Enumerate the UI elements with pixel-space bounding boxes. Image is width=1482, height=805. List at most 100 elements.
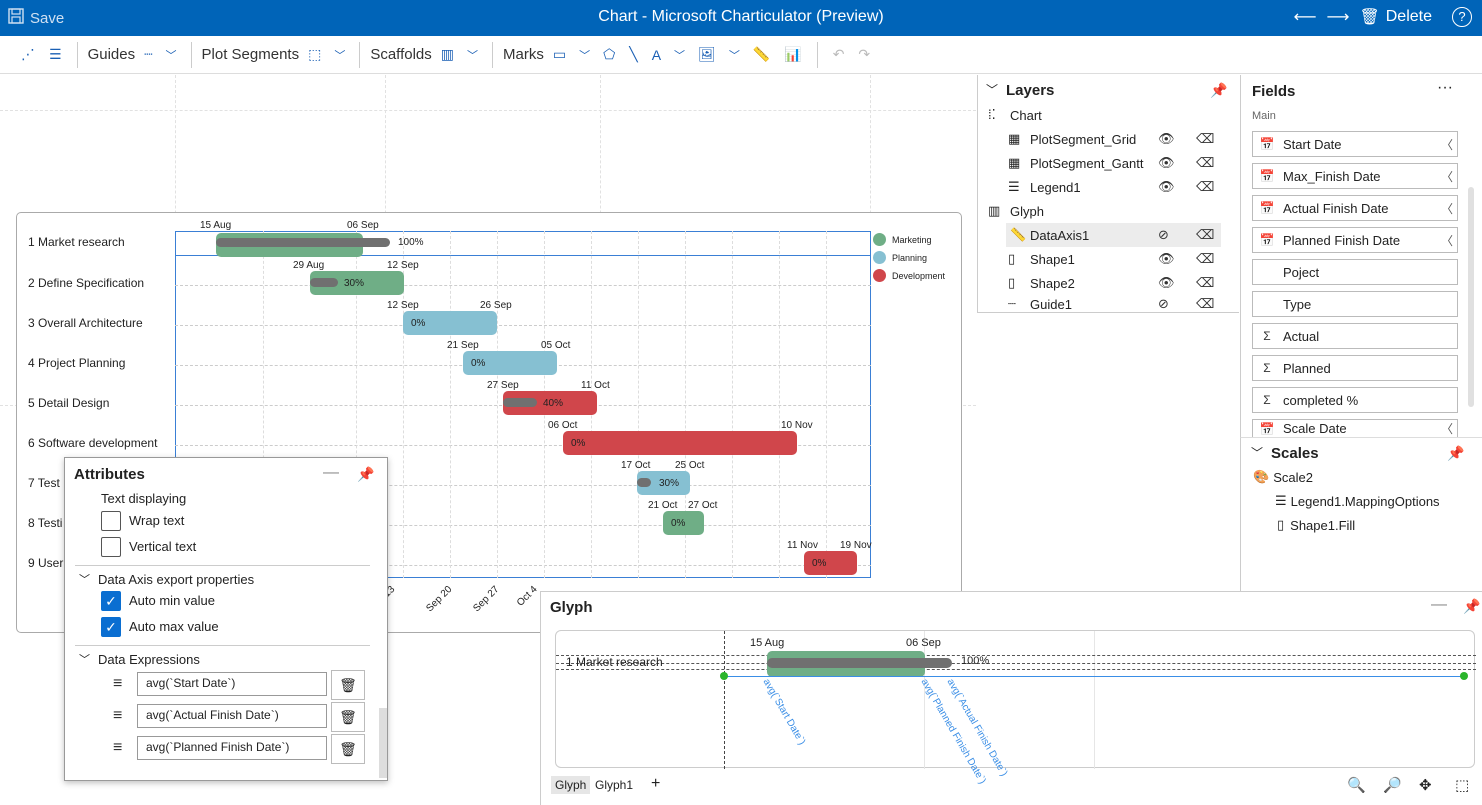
field-poject[interactable]: Poject: [1252, 259, 1458, 285]
zoom-rect-icon[interactable]: ⬚: [1455, 777, 1470, 794]
eraser-icon[interactable]: ⌫: [1196, 275, 1215, 290]
axis-handle[interactable]: [1460, 672, 1468, 680]
gantt-bar[interactable]: 0%: [403, 311, 497, 335]
eye-icon[interactable]: 👁: [1158, 179, 1175, 194]
field-max-finish-date[interactable]: 📅 Max_Finish Date 〈: [1252, 163, 1458, 189]
tab-glyph[interactable]: Glyph: [551, 776, 591, 794]
gantt-bar[interactable]: 0%: [463, 351, 557, 375]
chevron-down-icon[interactable]: ﹀: [334, 49, 346, 62]
field-planned[interactable]: Σ Planned: [1252, 355, 1458, 381]
eye-icon[interactable]: 👁: [1158, 155, 1175, 170]
eye-icon[interactable]: 👁: [1158, 251, 1175, 266]
chevron-down-icon[interactable]: ﹀: [165, 49, 177, 62]
drag-handle-icon[interactable]: ≡: [113, 707, 123, 724]
save-button[interactable]: Save: [8, 8, 64, 28]
eye-icon[interactable]: 👁: [1158, 275, 1175, 290]
chevron-down-icon[interactable]: ﹀: [728, 49, 740, 62]
fit-icon[interactable]: ✥: [1419, 777, 1432, 794]
pin-icon[interactable]: 📌: [1210, 82, 1228, 98]
expression-input[interactable]: avg(`Start Date`): [137, 672, 327, 696]
eraser-icon[interactable]: ⌫: [1196, 155, 1215, 170]
expression-input[interactable]: avg(`Actual Finish Date`): [137, 704, 327, 728]
list-icon[interactable]: ☰: [49, 46, 62, 62]
data-axis-icon[interactable]: 📏: [752, 46, 771, 62]
gantt-bar[interactable]: 0%: [563, 431, 797, 455]
chevron-left-icon[interactable]: 〈: [1440, 233, 1453, 248]
chevron-down-icon[interactable]: ﹀: [674, 49, 686, 62]
glyph-editor[interactable]: 1 Market research 15 Aug 06 Sep 100% avg…: [555, 630, 1476, 786]
scrollbar[interactable]: [379, 708, 387, 778]
delete-expression-button[interactable]: 🗑: [331, 734, 365, 764]
drag-handle-icon[interactable]: ≡: [113, 675, 123, 692]
eraser-icon[interactable]: ⌫: [1196, 131, 1215, 146]
gantt-bar[interactable]: 0%: [663, 511, 704, 535]
layer-item-chart[interactable]: ⁞⁚ Chart: [988, 103, 1233, 127]
scrollbar[interactable]: [1468, 187, 1474, 407]
scaffold-icon[interactable]: ▥: [440, 46, 454, 62]
eraser-icon[interactable]: ⌫: [1196, 227, 1215, 242]
scale-item[interactable]: ☰ Legend1.MappingOptions: [1275, 493, 1440, 509]
layer-item-dataaxis1[interactable]: 📏 DataAxis1 ⊘ ⌫: [1006, 223, 1221, 247]
chevron-left-icon[interactable]: 〈: [1440, 201, 1453, 216]
field-scale-date[interactable]: 📅 Scale Date 〈: [1252, 419, 1458, 437]
expression-input[interactable]: avg(`Planned Finish Date`): [137, 736, 327, 760]
field-planned-finish-date[interactable]: 📅 Planned Finish Date 〈: [1252, 227, 1458, 253]
delete-button[interactable]: 🗑 Delete: [1359, 7, 1432, 27]
zoom-in-icon[interactable]: 🔍: [1347, 777, 1366, 794]
pin-icon[interactable]: 📌: [357, 466, 375, 482]
help-button[interactable]: ?: [1452, 7, 1472, 27]
expressions-section-header[interactable]: ﹀ Data Expressions: [79, 651, 200, 667]
eye-off-icon[interactable]: ⊘: [1158, 227, 1169, 242]
chevron-down-icon[interactable]: ﹀: [467, 49, 478, 62]
nested-chart-icon[interactable]: 📊: [784, 46, 802, 62]
layer-item-legend1[interactable]: ☰ Legend1 👁 ⌫: [1008, 175, 1253, 199]
line-mark-icon[interactable]: ╲: [629, 46, 638, 62]
line-chart-icon[interactable]: ⋰: [21, 46, 35, 62]
image-mark-icon[interactable]: 🖼: [698, 46, 716, 62]
pin-icon[interactable]: 📌: [1447, 445, 1465, 461]
eye-icon[interactable]: 👁: [1158, 131, 1175, 146]
scale-item[interactable]: ▯ Shape1.Fill: [1277, 517, 1355, 533]
field-start-date[interactable]: 📅 Start Date 〈: [1252, 131, 1458, 157]
rect-mark-icon[interactable]: ▭: [552, 46, 567, 62]
layer-item-plotsegment-grid[interactable]: ▦ PlotSegment_Grid 👁 ⌫: [1008, 127, 1253, 151]
guide-icon[interactable]: ┈: [144, 46, 153, 62]
layer-item-plotsegment-gantt[interactable]: ▦ PlotSegment_Gantt 👁 ⌫: [1008, 151, 1253, 175]
field-type[interactable]: Type: [1252, 291, 1458, 317]
drag-handle-icon[interactable]: ≡: [113, 739, 123, 756]
eraser-icon[interactable]: ⌫: [1196, 179, 1215, 194]
collapse-icon[interactable]: ﹀: [1251, 446, 1264, 460]
field-actual-finish-date[interactable]: 📅 Actual Finish Date 〈: [1252, 195, 1458, 221]
zoom-out-icon[interactable]: 🔎: [1383, 777, 1402, 794]
add-tab-button[interactable]: +: [651, 775, 661, 792]
layer-item-shape1[interactable]: ▯ Shape1 👁 ⌫: [1008, 247, 1253, 271]
auto-min-checkbox[interactable]: ✓: [101, 591, 121, 611]
auto-max-checkbox[interactable]: ✓: [101, 617, 121, 637]
redo-icon[interactable]: ↷: [858, 46, 871, 62]
delete-expression-button[interactable]: 🗑: [331, 702, 365, 732]
text-mark-icon[interactable]: A: [651, 46, 662, 63]
chevron-left-icon[interactable]: 〈: [1440, 422, 1453, 436]
axis-handle[interactable]: [720, 672, 728, 680]
arrow-left-icon[interactable]: ⟵: [1293, 9, 1317, 26]
collapse-icon[interactable]: ﹀: [986, 83, 999, 97]
data-axis-line[interactable]: [724, 676, 1464, 677]
field-actual[interactable]: Σ Actual: [1252, 323, 1458, 349]
export-section-header[interactable]: ﹀ Data Axis export properties: [79, 571, 254, 587]
eye-off-icon[interactable]: ⊘: [1158, 296, 1169, 311]
wrap-text-checkbox[interactable]: [101, 511, 121, 531]
minimize-icon[interactable]: —: [323, 464, 339, 481]
eraser-icon[interactable]: ⌫: [1196, 251, 1215, 266]
chevron-left-icon[interactable]: 〈: [1440, 169, 1453, 184]
scale-item[interactable]: 🎨 Scale2: [1253, 469, 1313, 485]
delete-expression-button[interactable]: 🗑: [331, 670, 365, 700]
arrow-right-icon[interactable]: ⟶: [1326, 9, 1350, 26]
minimize-icon[interactable]: —: [1431, 596, 1447, 613]
eraser-icon[interactable]: ⌫: [1196, 296, 1215, 311]
layer-item-guide1[interactable]: ┈ Guide1 ⊘ ⌫: [1008, 295, 1253, 313]
undo-icon[interactable]: ↶: [832, 46, 845, 62]
plot-segment-icon[interactable]: ⬚: [308, 46, 322, 62]
vertical-text-checkbox[interactable]: [101, 537, 121, 557]
layer-item-shape2[interactable]: ▯ Shape2 👁 ⌫: [1008, 271, 1253, 295]
